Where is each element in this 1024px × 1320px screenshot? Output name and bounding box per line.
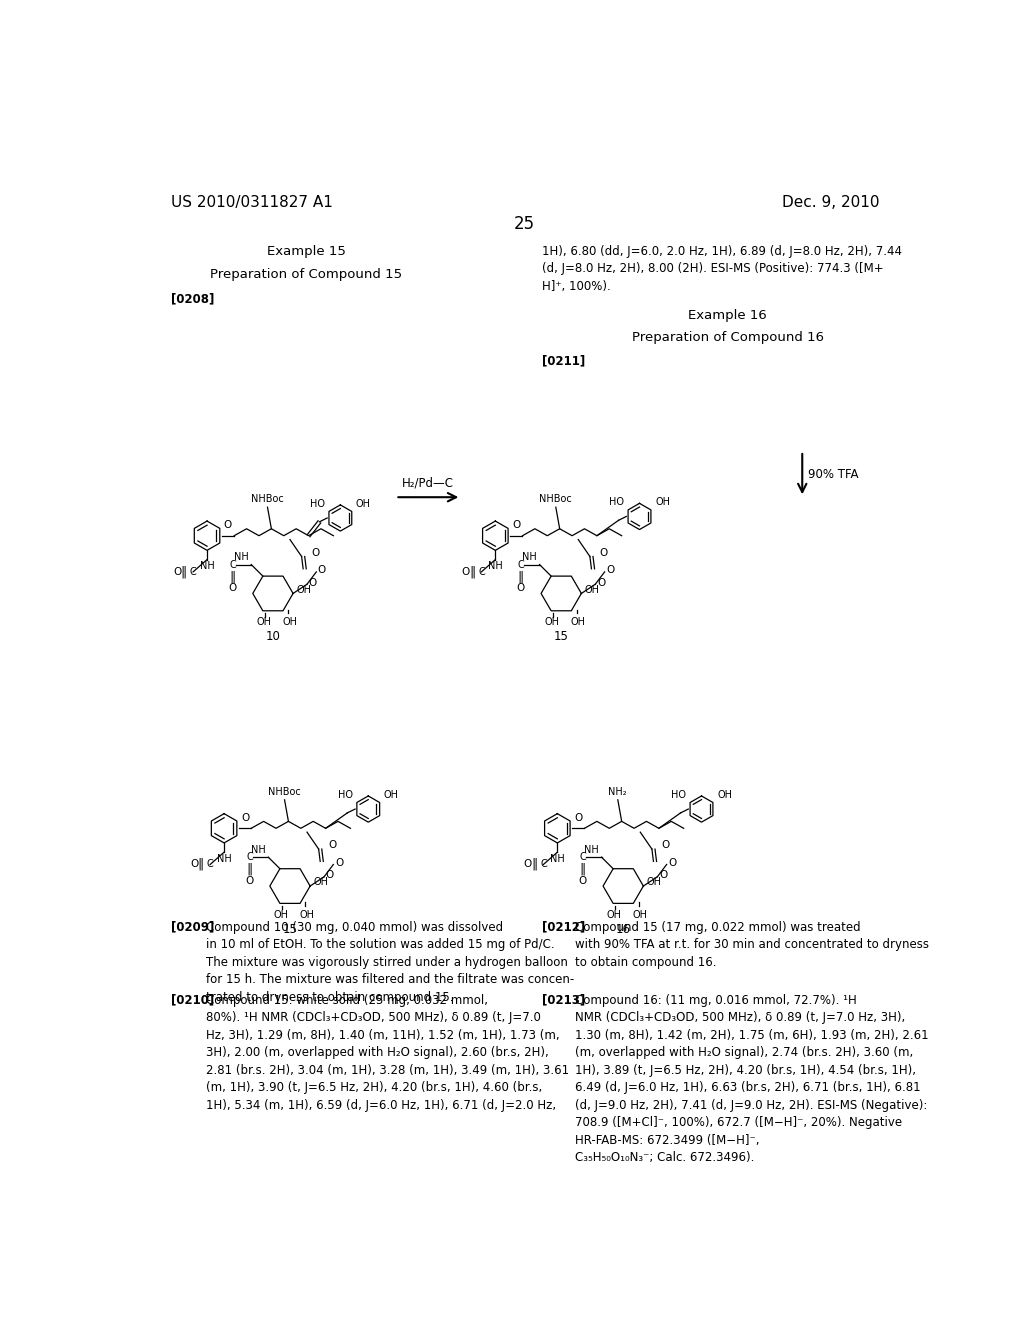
Text: NH: NH xyxy=(251,845,266,855)
Text: C: C xyxy=(517,560,524,569)
Text: NH: NH xyxy=(488,561,503,572)
Text: OH: OH xyxy=(313,878,329,887)
Text: OH: OH xyxy=(273,909,288,920)
Text: O: O xyxy=(597,578,605,587)
Text: NHBoc: NHBoc xyxy=(540,494,572,504)
Text: C: C xyxy=(247,853,253,862)
Text: ‖: ‖ xyxy=(469,565,475,578)
Text: O: O xyxy=(311,548,319,557)
Text: NH: NH xyxy=(234,552,249,562)
Text: OH: OH xyxy=(655,498,670,507)
Text: O: O xyxy=(326,870,334,880)
Text: NHBoc: NHBoc xyxy=(268,787,301,797)
Text: [0212]: [0212] xyxy=(542,921,585,933)
Text: O: O xyxy=(606,565,614,576)
Text: O: O xyxy=(317,565,326,576)
Text: 15: 15 xyxy=(283,923,297,936)
Text: OH: OH xyxy=(384,789,398,800)
Text: 15: 15 xyxy=(554,631,568,643)
Text: O: O xyxy=(579,875,587,886)
Text: OH: OH xyxy=(633,909,648,920)
Text: Compound 15 (17 mg, 0.022 mmol) was treated
with 90% TFA at r.t. for 30 min and : Compound 15 (17 mg, 0.022 mmol) was trea… xyxy=(575,921,929,969)
Text: O: O xyxy=(335,858,343,869)
Text: O: O xyxy=(328,841,336,850)
Text: ‖: ‖ xyxy=(198,858,204,871)
Text: O: O xyxy=(228,583,237,593)
Text: HO: HO xyxy=(338,789,352,800)
Text: O: O xyxy=(669,858,677,869)
Text: 1H), 6.80 (dd, J=6.0, 2.0 Hz, 1H), 6.89 (d, J=8.0 Hz, 2H), 7.44
(d, J=8.0 Hz, 2H: 1H), 6.80 (dd, J=6.0, 2.0 Hz, 1H), 6.89 … xyxy=(542,244,902,293)
Text: Dec. 9, 2010: Dec. 9, 2010 xyxy=(782,195,880,210)
Text: O: O xyxy=(517,583,525,593)
Text: Example 15: Example 15 xyxy=(267,244,346,257)
Text: US 2010/0311827 A1: US 2010/0311827 A1 xyxy=(171,195,333,210)
Text: O: O xyxy=(462,566,470,577)
Text: 10: 10 xyxy=(265,631,281,643)
Text: HO: HO xyxy=(671,789,686,800)
Text: OH: OH xyxy=(570,618,586,627)
Text: NH₂: NH₂ xyxy=(608,787,627,797)
Text: Compound 10 (30 mg, 0.040 mmol) was dissolved
in 10 ml of EtOH. To the solution : Compound 10 (30 mg, 0.040 mmol) was diss… xyxy=(206,921,573,1003)
Text: NH: NH xyxy=(550,854,564,863)
Text: ‖: ‖ xyxy=(229,570,236,583)
Text: O: O xyxy=(599,548,607,557)
Text: NH: NH xyxy=(522,552,538,562)
Text: [0210]: [0210] xyxy=(171,994,214,1007)
Text: C: C xyxy=(580,853,587,862)
Text: C: C xyxy=(207,859,214,870)
Text: NHBoc: NHBoc xyxy=(251,494,284,504)
Text: OH: OH xyxy=(356,499,371,508)
Text: O: O xyxy=(658,870,667,880)
Text: ‖: ‖ xyxy=(247,863,253,876)
Text: Example 16: Example 16 xyxy=(688,309,767,322)
Text: OH: OH xyxy=(585,585,599,594)
Text: Preparation of Compound 15: Preparation of Compound 15 xyxy=(210,268,402,281)
Text: NH: NH xyxy=(585,845,599,855)
Text: O: O xyxy=(523,859,532,870)
Text: [0213]: [0213] xyxy=(542,994,585,1007)
Text: OH: OH xyxy=(300,909,314,920)
Text: OH: OH xyxy=(606,909,622,920)
Text: 16: 16 xyxy=(615,923,631,936)
Text: O: O xyxy=(662,841,670,850)
Text: OH: OH xyxy=(717,789,732,800)
Text: C: C xyxy=(478,566,484,577)
Text: C: C xyxy=(229,560,236,569)
Text: O: O xyxy=(224,520,232,531)
Text: ‖: ‖ xyxy=(531,858,538,871)
Text: O: O xyxy=(308,578,316,587)
Text: O: O xyxy=(241,813,249,822)
Text: O: O xyxy=(173,566,181,577)
Text: Compound 15: white solid (25 mg, 0.032 mmol,
80%). ¹H NMR (CDCl₃+CD₃OD, 500 MHz): Compound 15: white solid (25 mg, 0.032 m… xyxy=(206,994,568,1111)
Text: H₂/Pd—C: H₂/Pd—C xyxy=(402,477,455,490)
Text: OH: OH xyxy=(545,618,559,627)
Text: O: O xyxy=(246,875,254,886)
Text: [0211]: [0211] xyxy=(542,354,585,367)
Text: OH: OH xyxy=(646,878,662,887)
Text: O: O xyxy=(512,520,520,531)
Text: Compound 16: (11 mg, 0.016 mmol, 72.7%). ¹H
NMR (CDCl₃+CD₃OD, 500 MHz), δ 0.89 (: Compound 16: (11 mg, 0.016 mmol, 72.7%).… xyxy=(575,994,929,1164)
Text: OH: OH xyxy=(296,585,311,594)
Text: O: O xyxy=(190,859,199,870)
Text: NH: NH xyxy=(217,854,231,863)
Text: HO: HO xyxy=(609,498,624,507)
Text: ‖: ‖ xyxy=(180,565,187,578)
Text: 90% TFA: 90% TFA xyxy=(809,467,859,480)
Text: Preparation of Compound 16: Preparation of Compound 16 xyxy=(632,331,824,345)
Text: OH: OH xyxy=(256,618,271,627)
Text: HO: HO xyxy=(310,499,325,508)
Text: OH: OH xyxy=(283,618,298,627)
Text: C: C xyxy=(540,859,547,870)
Text: 25: 25 xyxy=(514,215,536,234)
Text: ‖: ‖ xyxy=(580,863,586,876)
Text: [0209]: [0209] xyxy=(171,921,214,933)
Text: C: C xyxy=(189,566,197,577)
Text: O: O xyxy=(574,813,583,822)
Text: NH: NH xyxy=(200,561,214,572)
Text: [0208]: [0208] xyxy=(171,293,214,305)
Text: ‖: ‖ xyxy=(518,570,524,583)
